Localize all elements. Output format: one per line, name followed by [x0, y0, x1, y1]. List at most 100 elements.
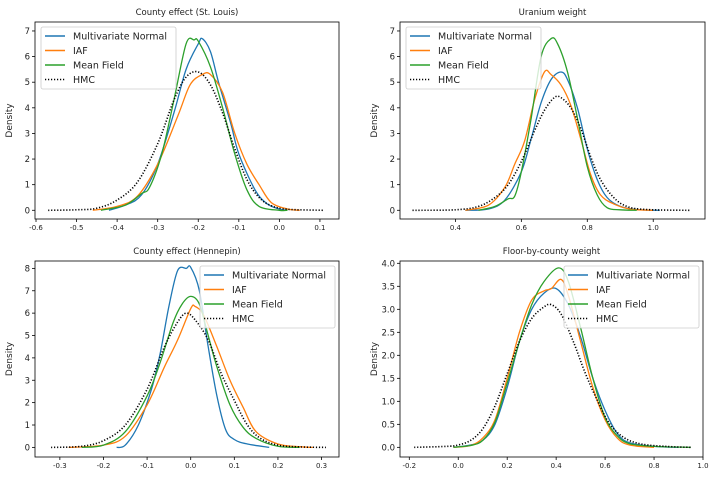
y-tick-label: 3 [25, 129, 30, 139]
subplot-title: Uranium weight [519, 8, 587, 18]
y-tick-label: 5 [25, 332, 30, 342]
x-tick-label: 1.0 [697, 462, 708, 470]
series-line-hmc [48, 70, 325, 212]
legend-label: Multivariate Normal [73, 32, 167, 43]
y-tick-label: 3 [390, 129, 395, 139]
subplot-1: County effect (St. Louis) Density -0.6 -0.5… [5, 8, 340, 232]
x-tick-label: -0.5 [70, 224, 84, 232]
legend-label: Multivariate Normal [232, 271, 326, 282]
series-line-iaf [92, 72, 300, 211]
y-tick-label: 1 [25, 181, 30, 191]
y-tick-label: 7 [25, 27, 30, 37]
y-tick-label: 1 [25, 421, 30, 431]
plot-area [414, 267, 691, 449]
x-tick-label: 0.2 [272, 462, 283, 470]
y-tick-label: 7 [25, 287, 30, 297]
x-tick-label: 0.1 [314, 224, 325, 232]
x-tick-label: 0.3 [316, 462, 327, 470]
y-axis-label: Density [5, 103, 15, 138]
y-tick-label: 7 [390, 27, 395, 37]
y-tick-label: 2 [390, 155, 395, 165]
x-tick-label: -0.2 [97, 462, 111, 470]
x-tick-label: 0.1 [229, 462, 240, 470]
legend-box [405, 26, 542, 90]
series-line-multivariate-normal [465, 71, 660, 211]
x-tick-label: 0.6 [600, 462, 612, 470]
x-tick-label: -0.2 [402, 462, 416, 470]
series-line-hmc [51, 312, 326, 449]
legend-label: HMC [232, 314, 254, 325]
subplot-4: Floor-by-county weight Density -0.2 0.0 0.2 0… [370, 247, 709, 470]
plot-area [412, 37, 690, 212]
y-tick-label: 0 [25, 443, 30, 453]
x-tick-label: -0.2 [191, 224, 205, 232]
legend: Multivariate Normal IAF Mean Field HMC [199, 265, 336, 329]
y-tick-label: 3.0 [381, 305, 395, 315]
y-tick-label: 6 [25, 53, 30, 63]
series-line-hmc [414, 303, 691, 449]
y-tick-label: 5 [25, 78, 30, 88]
y-axis-label: Density [370, 103, 380, 138]
y-tick-label: 3 [25, 376, 30, 386]
legend-label: HMC [438, 75, 460, 86]
legend-box [563, 265, 700, 329]
y-tick-label: 4 [25, 354, 30, 364]
y-tick-label: 2.5 [381, 328, 395, 338]
y-tick-label: 0 [390, 206, 395, 216]
x-tick-label: 0.6 [516, 224, 528, 232]
subplot-title: Floor-by-county weight [503, 247, 601, 257]
x-tick-label: -0.3 [53, 462, 67, 470]
legend-label: Mean Field [596, 300, 647, 311]
legend-label: Multivariate Normal [596, 271, 690, 282]
legend-label: Mean Field [232, 300, 283, 311]
y-tick-label: 1.0 [381, 397, 395, 407]
x-tick-label: 0.8 [582, 224, 593, 232]
legend-label: IAF [73, 46, 88, 57]
legend: Multivariate Normal IAF Mean Field HMC [40, 26, 177, 90]
y-tick-label: 1 [390, 181, 395, 191]
legend-label: IAF [438, 46, 453, 57]
x-tick-label: 0.0 [185, 462, 196, 470]
y-tick-label: 4.0 [381, 259, 395, 269]
x-tick-label: 0.2 [502, 462, 513, 470]
legend-label: IAF [596, 285, 611, 296]
subplot-2: Uranium weight Density 0.4 0.6 0.8 1.0 0 1 2 3 4 5 6… [370, 8, 706, 232]
y-tick-label: 6 [25, 309, 30, 319]
y-tick-label: 4 [25, 104, 30, 114]
legend-label: Multivariate Normal [438, 32, 532, 43]
y-tick-label: 6 [390, 53, 395, 63]
y-tick-label: 4 [390, 104, 395, 114]
legend-box [199, 265, 336, 329]
plot-area [51, 265, 326, 449]
subplot-title: County effect (Hennepin) [133, 247, 240, 257]
y-tick-label: 0 [25, 206, 30, 216]
legend: Multivariate Normal IAF Mean Field HMC [405, 26, 542, 90]
axes-frame [34, 260, 340, 458]
x-tick-label: -0.1 [232, 224, 246, 232]
series-line-multivariate-normal [453, 287, 679, 448]
x-tick-label: -0.3 [151, 224, 165, 232]
y-tick-label: 8 [25, 264, 30, 274]
y-tick-label: 2 [25, 399, 30, 409]
x-tick-label: -0.6 [29, 224, 43, 232]
y-tick-label: 5 [390, 78, 395, 88]
x-tick-label: 0.8 [648, 462, 659, 470]
y-axis-label: Density [5, 341, 15, 376]
axes-frame [399, 21, 706, 220]
series-line-mean-field [453, 267, 691, 448]
x-tick-label: -0.1 [140, 462, 154, 470]
x-tick-label: 0.0 [274, 224, 285, 232]
legend-label: Mean Field [73, 61, 124, 72]
series-line-iaf [68, 304, 313, 449]
axes-frame [399, 260, 704, 458]
y-tick-label: 2 [25, 155, 30, 165]
series-line-mean-field [100, 37, 288, 212]
x-tick-label: 1.0 [648, 224, 659, 232]
x-tick-label: 0.0 [453, 462, 464, 470]
series-line-hmc [412, 95, 690, 212]
legend: Multivariate Normal IAF Mean Field HMC [563, 265, 700, 329]
legend-label: HMC [596, 314, 618, 325]
y-tick-label: 2.0 [381, 351, 395, 361]
series-line-multivariate-normal [108, 37, 288, 211]
